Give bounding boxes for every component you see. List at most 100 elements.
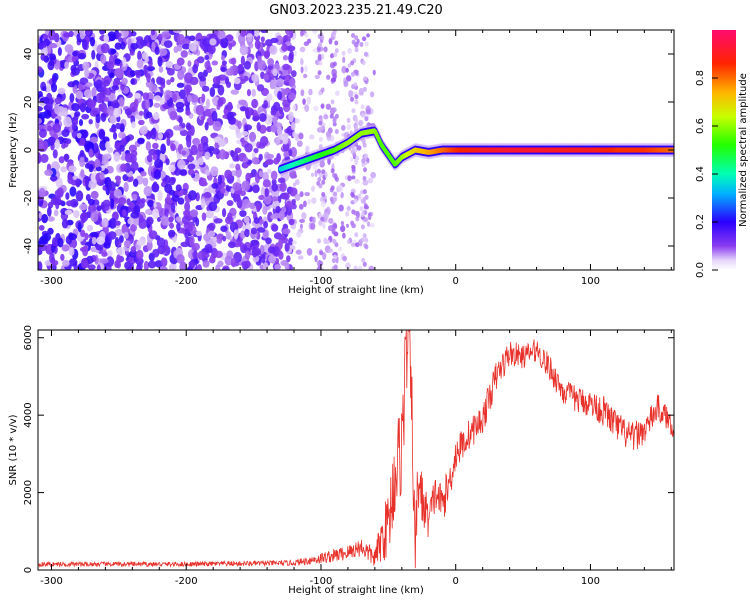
noise-blob [288,218,295,226]
noise-blob [251,88,257,98]
noise-blob [273,232,283,240]
noise-blob [216,238,223,244]
noise-blob [243,60,252,70]
noise-blob [85,30,91,36]
spectrogram-marks [38,30,674,270]
noise-blob [350,71,355,77]
noise-blob [147,260,157,269]
noise-blob [79,137,86,146]
noise-blob [218,149,227,160]
noise-blob [220,37,229,49]
noise-blob [263,100,269,109]
noise-blob [262,179,271,188]
noise-blob [346,239,350,245]
noise-blob [237,120,242,130]
noise-blob [130,31,137,37]
noise-blob [277,239,283,250]
noise-blob [364,41,369,47]
noise-blob [145,208,152,215]
noise-blob [304,33,309,38]
noise-blob [310,172,315,177]
noise-blob [57,87,66,95]
noise-blob [313,105,319,112]
noise-blob [354,117,359,123]
noise-blob [293,50,297,57]
noise-blob [225,231,232,240]
noise-blob [176,254,185,264]
noise-blob [129,50,135,56]
noise-blob [265,237,272,245]
noise-blob [227,241,236,249]
noise-blob [312,48,319,53]
noise-blob [304,192,311,197]
noise-blob [356,145,362,151]
noise-blob [71,67,80,76]
noise-blob [126,198,131,206]
noise-blob [38,111,48,119]
noise-blob [118,96,125,107]
noise-blob [354,178,360,184]
noise-blob [362,189,367,195]
noise-blob [354,47,359,53]
noise-blob [263,194,272,205]
noise-blob [361,161,366,167]
noise-blob [363,51,368,57]
noise-blob [131,121,136,129]
noise-blob [213,218,223,224]
noise-blob [251,73,260,83]
noise-blob [102,199,111,208]
noise-blob [67,81,76,88]
noise-blob [317,70,322,76]
noise-blob [141,51,149,60]
noise-blob [180,50,188,58]
colorbar-tick-label: 0.6 [695,118,706,134]
noise-blob [95,244,104,251]
noise-blob [354,94,359,100]
noise-blob [38,118,42,124]
noise-blob [53,103,60,115]
noise-blob [50,82,58,93]
noise-blob [318,120,323,126]
noise-blob [68,246,75,257]
noise-blob [229,66,234,76]
noise-blob [254,39,261,50]
noise-blob [239,30,247,37]
x-tick-label: 100 [581,276,600,287]
noise-blob [91,86,97,98]
colorbar-gradient [712,30,736,270]
noise-blob [122,209,127,217]
noise-blob [106,250,113,258]
noise-blob [181,150,187,156]
noise-blob [84,232,89,241]
noise-blob [95,166,102,172]
noise-blob [47,206,52,217]
noise-blob [291,240,297,245]
noise-blob [79,30,86,40]
noise-blob [230,257,237,268]
noise-blob [265,153,275,160]
noise-blob [145,141,152,151]
noise-blob [370,171,376,179]
noise-blob [101,251,108,257]
noise-blob [41,85,47,92]
noise-blob [212,148,220,155]
noise-blob [96,205,102,212]
noise-blob [143,185,153,197]
noise-blob [135,249,144,260]
noise-blob [312,161,318,170]
noise-blob [52,195,62,205]
x-tick-label: -100 [310,576,333,587]
noise-blob [168,263,175,270]
noise-blob [311,185,316,192]
noise-blob [242,198,251,209]
noise-blob [289,187,298,197]
noise-blob [185,110,191,116]
noise-blob [42,34,49,40]
noise-blob [153,102,161,108]
noise-blob [47,227,54,235]
noise-blob [38,128,47,139]
noise-blob [163,131,170,138]
noise-blob [154,46,160,55]
noise-blob [123,240,131,248]
noise-blob [133,205,141,216]
